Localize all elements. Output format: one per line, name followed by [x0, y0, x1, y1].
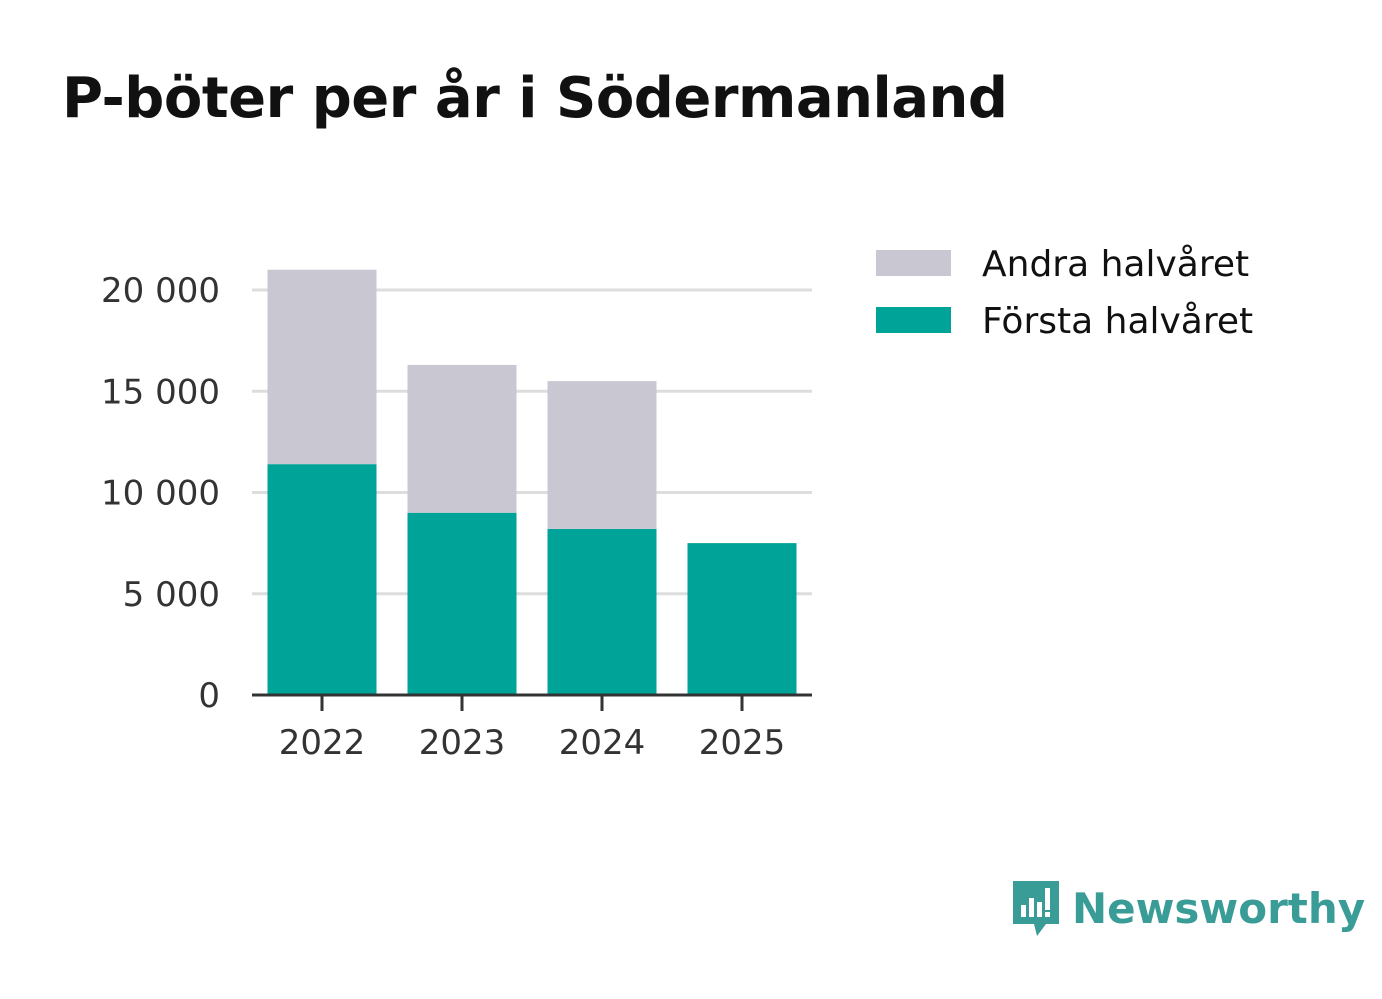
- bar-2025-första-halvåret: [687, 543, 797, 695]
- x-tick-label: 2025: [699, 723, 786, 763]
- x-tick-label: 2024: [559, 723, 646, 763]
- brand-name: Newsworthy: [1072, 883, 1366, 933]
- legend-label: Andra halvåret: [982, 244, 1249, 285]
- chart-title: P-böter per år i Södermanland: [62, 66, 1008, 131]
- y-tick-label: 10 000: [101, 474, 220, 514]
- newsworthy-logo: Newsworthy: [1010, 878, 1365, 938]
- legend-swatch: [876, 307, 951, 333]
- x-tick-label: 2022: [279, 723, 366, 763]
- legend-swatch: [876, 250, 951, 276]
- bars: [267, 269, 797, 695]
- y-axis-labels: 0 5 000 10 000 15 000 20 000: [101, 271, 220, 716]
- x-tick-label: 2023: [419, 723, 506, 763]
- y-tick-label: 5 000: [123, 575, 220, 615]
- bar-2022-första-halvåret: [267, 464, 377, 695]
- y-tick-label: 0: [198, 676, 220, 716]
- bar-2024-andra-halvåret: [547, 381, 657, 529]
- newsworthy-logo-icon: [1013, 881, 1059, 936]
- bar-2024-första-halvåret: [547, 528, 657, 695]
- y-tick-label: 15 000: [101, 372, 220, 412]
- bar-2023-första-halvåret: [407, 512, 517, 695]
- x-axis-ticks: 2022 2023 2024 2025: [279, 695, 786, 763]
- bar-2023-andra-halvåret: [407, 364, 517, 513]
- bar-2022-andra-halvåret: [267, 269, 377, 465]
- legend-label: Första halvåret: [982, 301, 1253, 342]
- legend: Andra halvåret Första halvåret: [876, 244, 1253, 342]
- y-tick-label: 20 000: [101, 271, 220, 311]
